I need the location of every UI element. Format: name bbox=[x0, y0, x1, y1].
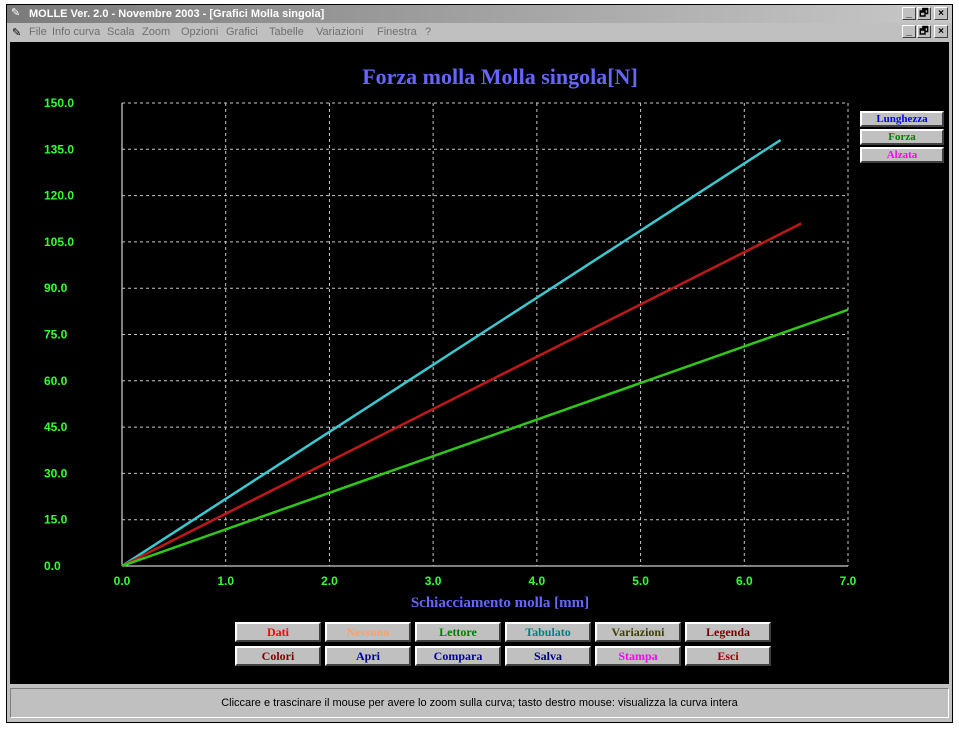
x-tick-label: 6.0 bbox=[736, 574, 753, 588]
x-tick-label: 3.0 bbox=[425, 574, 442, 588]
x-tick-label: 7.0 bbox=[840, 574, 857, 588]
spring-app-icon[interactable]: ✎ bbox=[11, 7, 21, 19]
y-tick-label: 120.0 bbox=[44, 189, 74, 203]
series-line-2 bbox=[121, 222, 802, 568]
dati-button[interactable]: Dati bbox=[235, 622, 321, 642]
graph-area[interactable]: Forza molla Molla singola[N] 0.0 1.0 2.0 3.0… bbox=[10, 42, 949, 684]
menu-grafici[interactable]: Grafici bbox=[226, 26, 258, 38]
x-tick-label: 5.0 bbox=[632, 574, 649, 588]
force-chart[interactable]: Forza molla Molla singola[N] 0.0 1.0 2.0 3.0… bbox=[10, 42, 949, 684]
y-tick-label: 135.0 bbox=[44, 142, 74, 156]
y-tick-label: 30.0 bbox=[44, 466, 68, 480]
y-tick-label: 0.0 bbox=[44, 559, 61, 573]
legenda-button[interactable]: Legenda bbox=[685, 622, 771, 642]
app-window: ✎ MOLLE Ver. 2.0 - Novembre 2003 - [Graf… bbox=[6, 4, 953, 723]
y-tick-label: 75.0 bbox=[44, 328, 68, 342]
menu-tabelle[interactable]: Tabelle bbox=[269, 26, 304, 38]
x-axis-label: Schiacciamento molla [mm] bbox=[411, 595, 589, 611]
x-tick-label: 4.0 bbox=[529, 574, 546, 588]
window-title: MOLLE Ver. 2.0 - Novembre 2003 - [Grafic… bbox=[29, 8, 325, 20]
salva-button[interactable]: Salva bbox=[505, 646, 591, 666]
y-tick-label: 45.0 bbox=[44, 420, 68, 434]
minimize-button[interactable]: _ bbox=[902, 7, 916, 20]
title-bar[interactable]: ✎ MOLLE Ver. 2.0 - Novembre 2003 - [Graf… bbox=[7, 5, 952, 23]
x-tick-label: 0.0 bbox=[114, 574, 131, 588]
legend-forza-button[interactable]: Forza bbox=[860, 129, 944, 145]
esci-button[interactable]: Esci bbox=[685, 646, 771, 666]
lettore-button[interactable]: Lettore bbox=[415, 622, 501, 642]
menu-bar: ✎ File Info curva Scala Zoom Opzioni Gra… bbox=[7, 23, 952, 41]
menu-opzioni[interactable]: Opzioni bbox=[181, 26, 219, 38]
y-tick-label: 90.0 bbox=[44, 281, 68, 295]
mdi-restore-button[interactable]: 🗗 bbox=[917, 25, 931, 38]
y-tick-label: 60.0 bbox=[44, 374, 68, 388]
menu-scala[interactable]: Scala bbox=[107, 26, 135, 38]
series-line-3 bbox=[121, 308, 849, 568]
x-tick-label: 1.0 bbox=[217, 574, 234, 588]
legend-alzata-button[interactable]: Alzata bbox=[860, 147, 944, 163]
compara-button[interactable]: Compara bbox=[415, 646, 501, 666]
y-tick-label: 105.0 bbox=[44, 235, 74, 249]
tabulato-button[interactable]: Tabulato bbox=[505, 622, 591, 642]
y-tick-label: 150.0 bbox=[44, 96, 74, 110]
mdi-minimize-button[interactable]: _ bbox=[902, 25, 916, 38]
stampa-button[interactable]: Stampa bbox=[595, 646, 681, 666]
chart-title: Forza molla Molla singola[N] bbox=[362, 64, 638, 89]
status-bar: Cliccare e trascinare il mouse per avere… bbox=[10, 688, 949, 718]
series-line-1 bbox=[121, 138, 782, 568]
menu-help[interactable]: ? bbox=[425, 26, 432, 38]
x-tick-label: 2.0 bbox=[321, 574, 338, 588]
menu-zoom[interactable]: Zoom bbox=[142, 26, 171, 38]
close-button[interactable]: × bbox=[934, 7, 948, 20]
nessuno-button[interactable]: Nessuno bbox=[325, 622, 411, 642]
document-icon[interactable]: ✎ bbox=[12, 27, 22, 39]
mdi-close-button[interactable]: × bbox=[934, 25, 948, 38]
menu-variazioni[interactable]: Variazioni bbox=[316, 26, 364, 38]
legend-lunghezza-button[interactable]: Lunghezza bbox=[860, 111, 944, 127]
variazioni-button[interactable]: Variazioni bbox=[595, 622, 681, 642]
menu-info-curva[interactable]: Info curva bbox=[52, 26, 101, 38]
apri-button[interactable]: Apri bbox=[325, 646, 411, 666]
y-tick-label: 15.0 bbox=[44, 513, 68, 527]
menu-finestra[interactable]: Finestra bbox=[377, 26, 417, 38]
colori-button[interactable]: Colori bbox=[235, 646, 321, 666]
menu-file[interactable]: File bbox=[29, 26, 47, 38]
restore-button[interactable]: 🗗 bbox=[917, 7, 931, 20]
